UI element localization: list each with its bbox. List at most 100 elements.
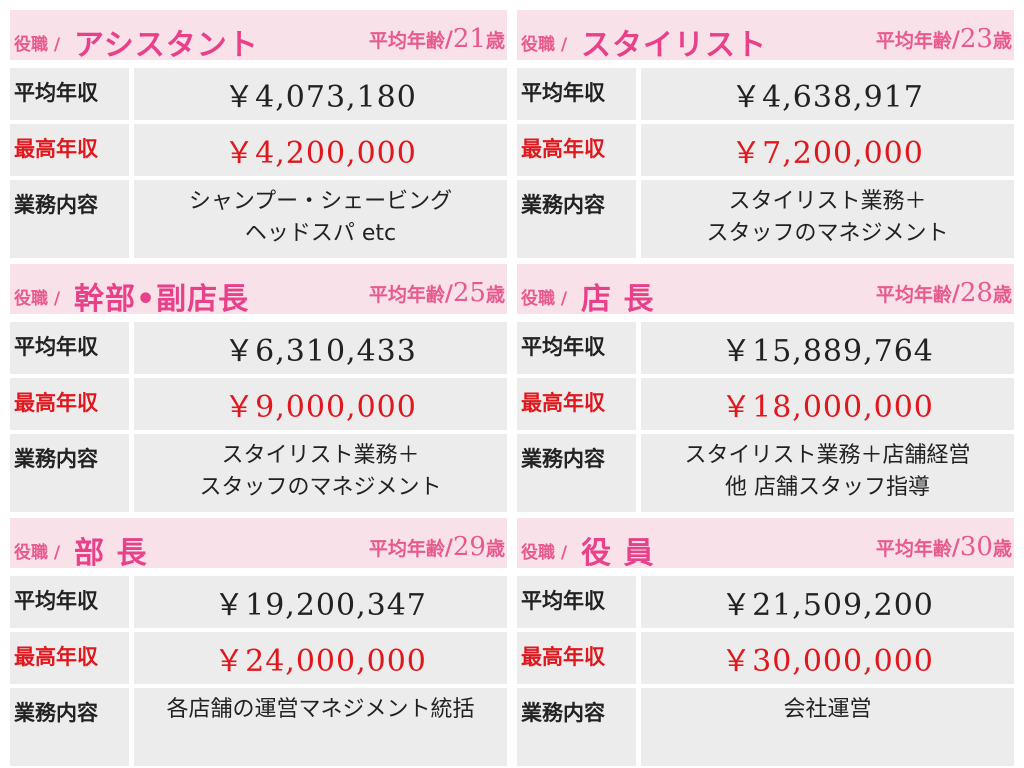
role-card-stylist: 役職 / スタイリスト 平均年齢/23歳 平均年収 ￥4,638,917 最高年… <box>517 10 1014 258</box>
card-header: 役職 / スタイリスト 平均年齢/23歳 <box>517 10 1014 63</box>
age-unit: 歳 <box>992 30 1012 52</box>
age-value: 28 <box>959 278 993 308</box>
age-separator: / <box>444 536 453 561</box>
duties-label: 業務内容 <box>517 434 636 512</box>
role-prefix: 役職 / <box>14 543 61 563</box>
duties-line: スタイリスト業務＋店舗経営 <box>684 443 971 468</box>
role-card-assistant: 役職 / アシスタント 平均年齢/21歳 平均年収 ￥4,073,180 最高年… <box>10 10 507 258</box>
max-income-label: 最高年収 <box>10 378 129 430</box>
avg-income-value: ￥4,638,917 <box>731 80 924 115</box>
max-income-cell: ￥18,000,000 <box>641 378 1014 430</box>
age-unit: 歳 <box>485 30 505 52</box>
role-prefix: 役職 / <box>14 35 61 55</box>
duties-cell: スタイリスト業務＋ スタッフのマネジメント <box>134 434 507 512</box>
age-unit: 歳 <box>485 538 505 560</box>
duties-label: 業務内容 <box>10 434 129 512</box>
avg-income-cell: ￥6,310,433 <box>134 322 507 374</box>
avg-income-cell: ￥4,638,917 <box>641 68 1014 120</box>
age-label: 平均年齢 <box>368 30 445 52</box>
card-header: 役職 / 店 長 平均年齢/28歳 <box>517 264 1014 317</box>
avg-income-label: 平均年収 <box>10 322 129 374</box>
avg-income-value: ￥21,509,200 <box>721 588 934 623</box>
age-separator: / <box>951 536 960 561</box>
role-prefix: 役職 / <box>521 35 568 55</box>
max-income-label: 最高年収 <box>10 124 129 176</box>
age-unit: 歳 <box>485 284 505 306</box>
avg-income-cell: ￥15,889,764 <box>641 322 1014 374</box>
avg-income-value: ￥15,889,764 <box>721 334 934 369</box>
age-value: 21 <box>452 24 486 54</box>
role-name: スタイリスト <box>581 28 767 63</box>
avg-income-value: ￥6,310,433 <box>224 334 417 369</box>
avg-income-cell: ￥21,509,200 <box>641 576 1014 628</box>
age-label: 平均年齢 <box>368 284 445 306</box>
role-card-department-head: 役職 / 部 長 平均年齢/29歳 平均年収 ￥19,200,347 最高年収 … <box>10 518 507 766</box>
role-card-board-member: 役職 / 役 員 平均年齢/30歳 平均年収 ￥21,509,200 最高年収 … <box>517 518 1014 766</box>
age-separator: / <box>951 28 960 53</box>
age-separator: / <box>444 28 453 53</box>
duties-cell: スタイリスト業務＋店舗経営 他 店舗スタッフ指導 <box>641 434 1014 512</box>
max-income-label: 最高年収 <box>517 124 636 176</box>
average-age: 平均年齢/23歳 <box>876 24 1012 54</box>
max-income-label: 最高年収 <box>517 632 636 684</box>
duties-line: 会社運営 <box>783 697 872 722</box>
duties-label: 業務内容 <box>10 180 129 258</box>
avg-income-cell: ￥4,073,180 <box>134 68 507 120</box>
max-income-value: ￥4,200,000 <box>224 136 417 171</box>
avg-income-label: 平均年収 <box>517 322 636 374</box>
max-income-cell: ￥9,000,000 <box>134 378 507 430</box>
avg-income-label: 平均年収 <box>10 68 129 120</box>
age-label: 平均年齢 <box>875 284 952 306</box>
duties-line: スタッフのマネジメント <box>199 475 442 500</box>
max-income-label: 最高年収 <box>10 632 129 684</box>
avg-income-value: ￥19,200,347 <box>214 588 427 623</box>
role-prefix: 役職 / <box>521 543 568 563</box>
role-name: 役 員 <box>581 536 655 571</box>
duties-line: 各店舗の運営マネジメント統括 <box>166 697 475 722</box>
avg-income-value: ￥4,073,180 <box>224 80 417 115</box>
duties-label: 業務内容 <box>10 688 129 766</box>
duties-label: 業務内容 <box>517 180 636 258</box>
duties-cell: スタイリスト業務＋ スタッフのマネジメント <box>641 180 1014 258</box>
max-income-cell: ￥30,000,000 <box>641 632 1014 684</box>
avg-income-label: 平均年収 <box>517 68 636 120</box>
role-card-executive-vice-manager: 役職 / 幹部•副店長 平均年齢/25歳 平均年収 ￥6,310,433 最高年… <box>10 264 507 512</box>
age-value: 23 <box>959 24 993 54</box>
card-header: 役職 / 幹部•副店長 平均年齢/25歳 <box>10 264 507 317</box>
card-header: 役職 / アシスタント 平均年齢/21歳 <box>10 10 507 63</box>
age-label: 平均年齢 <box>875 538 952 560</box>
duties-cell: 各店舗の運営マネジメント統括 <box>134 688 507 766</box>
age-separator: / <box>444 282 453 307</box>
max-income-value: ￥24,000,000 <box>214 644 427 679</box>
max-income-label: 最高年収 <box>517 378 636 430</box>
max-income-cell: ￥4,200,000 <box>134 124 507 176</box>
duties-label: 業務内容 <box>517 688 636 766</box>
max-income-value: ￥7,200,000 <box>731 136 924 171</box>
role-name: 幹部•副店長 <box>74 282 250 317</box>
avg-income-label: 平均年収 <box>10 576 129 628</box>
max-income-value: ￥9,000,000 <box>224 390 417 425</box>
average-age: 平均年齢/21歳 <box>369 24 505 54</box>
age-unit: 歳 <box>992 284 1012 306</box>
age-label: 平均年齢 <box>368 538 445 560</box>
role-name: アシスタント <box>74 28 259 63</box>
age-label: 平均年齢 <box>875 30 952 52</box>
max-income-cell: ￥7,200,000 <box>641 124 1014 176</box>
duties-line: スタイリスト業務＋ <box>221 443 420 468</box>
duties-cell: 会社運営 <box>641 688 1014 766</box>
age-separator: / <box>951 282 960 307</box>
card-header: 役職 / 役 員 平均年齢/30歳 <box>517 518 1014 571</box>
average-age: 平均年齢/29歳 <box>369 532 505 562</box>
average-age: 平均年齢/25歳 <box>369 278 505 308</box>
average-age: 平均年齢/28歳 <box>876 278 1012 308</box>
role-name: 部 長 <box>74 536 148 571</box>
role-prefix: 役職 / <box>521 289 568 309</box>
age-value: 29 <box>452 532 486 562</box>
role-card-store-manager: 役職 / 店 長 平均年齢/28歳 平均年収 ￥15,889,764 最高年収 … <box>517 264 1014 512</box>
role-prefix: 役職 / <box>14 289 61 309</box>
avg-income-label: 平均年収 <box>517 576 636 628</box>
duties-line: スタイリスト業務＋ <box>728 189 927 214</box>
duties-line: スタッフのマネジメント <box>706 221 949 246</box>
max-income-cell: ￥24,000,000 <box>134 632 507 684</box>
card-header: 役職 / 部 長 平均年齢/29歳 <box>10 518 507 571</box>
